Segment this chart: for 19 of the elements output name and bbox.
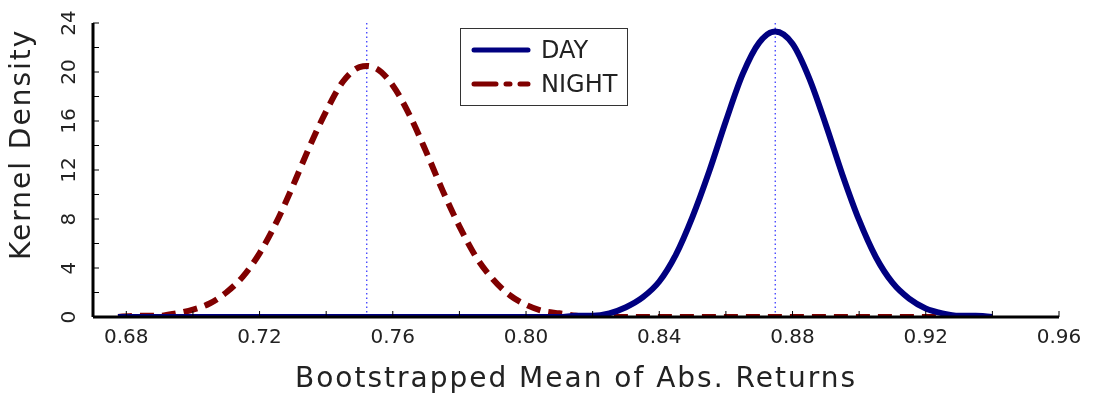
x-axis-title: Bootstrapped Mean of Abs. Returns (294, 361, 858, 394)
x-tick-label: 0.88 (770, 324, 815, 349)
x-tick-label: 0.84 (637, 324, 682, 349)
x-tick-label: 0.96 (1036, 324, 1082, 349)
legend-label: DAY (541, 36, 589, 64)
y-tick-label: 8 (56, 212, 80, 226)
y-tick-label: 20 (56, 59, 80, 85)
y-tick-label: 0 (56, 310, 80, 324)
y-tick-label: 4 (56, 261, 80, 275)
x-tick-label: 0.92 (903, 324, 949, 349)
x-tick-label: 0.80 (503, 324, 549, 349)
x-tick-label: 0.72 (237, 324, 282, 349)
y-tick-label: 24 (56, 10, 80, 36)
y-axis-title: Kernel Density (3, 28, 37, 260)
y-tick-label: 12 (56, 157, 80, 183)
x-tick-label: 0.68 (104, 324, 149, 349)
legend-label: NIGHT (541, 70, 618, 98)
x-tick-label: 0.76 (370, 324, 416, 349)
y-tick-label: 16 (56, 108, 80, 134)
